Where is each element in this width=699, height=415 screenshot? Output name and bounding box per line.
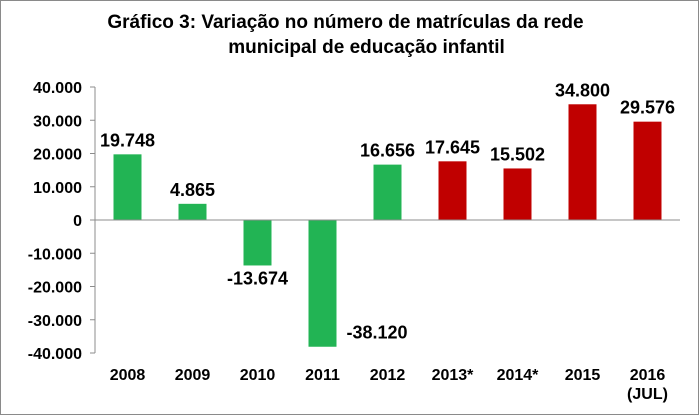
bars <box>113 104 662 347</box>
y-tick-label: 30.000 <box>33 113 82 130</box>
value-label: -38.120 <box>347 323 408 343</box>
chart-title-line1: Gráfico 3: Variação no número de matrícu… <box>107 12 584 33</box>
x-tick-label: 2014* <box>497 367 540 384</box>
x-axis: 2008 2009 2010 2011 2012 2013* 2014* 2015 2016 (J… <box>95 219 680 403</box>
bar-2016 <box>633 121 662 220</box>
bar-2015 <box>568 104 597 220</box>
x-tick-label: 2010 <box>240 367 276 384</box>
y-tick-label: -40.000 <box>28 346 82 363</box>
y-tick-label: -20.000 <box>28 280 82 297</box>
bar-2013-star <box>438 161 467 220</box>
x-tick-label: 2008 <box>110 367 146 384</box>
y-tick-label: 10.000 <box>33 180 82 197</box>
value-label: 17.645 <box>425 137 480 157</box>
x-tick-label: 2009 <box>175 367 211 384</box>
value-label: 15.502 <box>490 144 545 164</box>
y-tick-label: 0 <box>73 213 82 230</box>
x-tick-label: 2012 <box>370 367 406 384</box>
bar-2008 <box>113 154 142 220</box>
x-tick-sublabel: (JUL) <box>627 386 668 403</box>
value-label: 19.748 <box>100 130 155 150</box>
y-tick-label: -10.000 <box>28 246 82 263</box>
bar-2011 <box>308 220 337 347</box>
x-tick-label: 2011 <box>305 367 340 384</box>
value-label: 16.656 <box>360 141 415 161</box>
chart-title: Gráfico 3: Variação no número de matrícu… <box>0 10 699 60</box>
y-tick-label: 40.000 <box>33 80 82 97</box>
value-label: 34.800 <box>555 80 610 100</box>
x-tick-label: 2013* <box>432 367 475 384</box>
bar-2009 <box>178 203 207 220</box>
bar-2014-star <box>503 168 532 220</box>
value-label: 29.576 <box>620 98 675 118</box>
bar-2010 <box>243 220 272 266</box>
y-tick-label: 20.000 <box>33 147 82 164</box>
y-axis: 40.000 30.000 20.000 10.000 0 -10.000 -20.000 -… <box>28 80 96 363</box>
x-tick-label: 2015 <box>565 367 601 384</box>
bar-2012 <box>373 164 402 220</box>
value-labels: 19.748 4.865 -13.674 -38.120 16.656 17.645 15.… <box>100 80 675 342</box>
value-label: 4.865 <box>170 180 215 200</box>
chart-title-line2: municipal de educação infantil <box>228 37 505 58</box>
y-tick-label: -30.000 <box>28 313 82 330</box>
value-label: -13.674 <box>227 268 288 288</box>
x-tick-label: 2016 <box>630 367 666 384</box>
